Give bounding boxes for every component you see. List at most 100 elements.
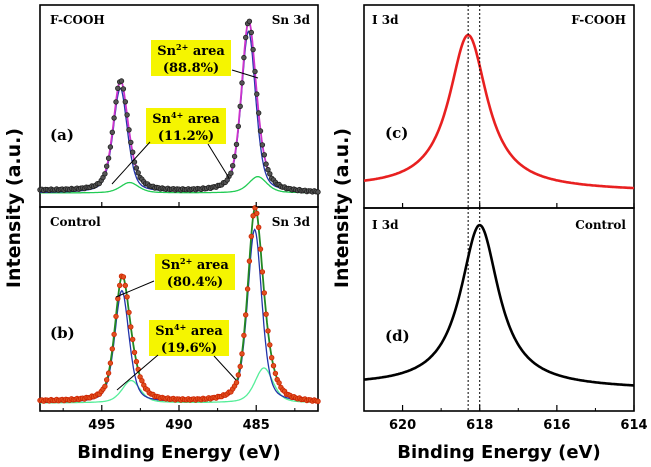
data-point [229, 162, 236, 169]
annotation-line1: Sn4+ area [155, 322, 223, 339]
panel-d-plot [363, 208, 634, 411]
data-point [256, 110, 262, 116]
data-point [237, 363, 243, 370]
data-point [124, 294, 130, 300]
data-point [105, 370, 112, 376]
leader-line-a-sn2 [231, 69, 259, 79]
data-point [129, 336, 136, 343]
data-point [120, 86, 127, 92]
data-point [113, 313, 119, 320]
data-point [246, 18, 253, 24]
leader-line-b-sn4-left [116, 354, 159, 391]
spectrum-line [363, 223, 634, 387]
data-point [107, 144, 114, 150]
data-point [237, 103, 243, 109]
data-point [131, 349, 138, 356]
panel-a-plot [37, 18, 321, 195]
panel-b-plot [37, 205, 321, 404]
data-point [126, 127, 132, 133]
data-point [126, 309, 132, 316]
data-point [256, 224, 262, 230]
data-point [122, 99, 128, 105]
data-point [263, 311, 269, 317]
panel-b-sample: Control [50, 215, 101, 229]
data-point [269, 355, 275, 361]
data-point [239, 80, 245, 86]
data-point [107, 360, 114, 366]
annotation-a-sn2: Sn2+ area (88.8%) [151, 40, 231, 76]
data-point [109, 346, 115, 352]
leader-line-b-sn2 [115, 280, 155, 298]
panel-a-frame [39, 4, 319, 208]
data-point [265, 328, 271, 334]
x-axis-label-right: Binding Energy (eV) [397, 442, 600, 463]
annotation-value: (80.4%) [167, 275, 223, 290]
data-point [315, 398, 321, 404]
data-point [233, 141, 240, 148]
spectrum-line [363, 33, 635, 190]
data-point [103, 377, 110, 383]
data-point [250, 213, 256, 219]
annotation-value: (19.6%) [161, 341, 217, 356]
annotation-line1: Sn2+ area [157, 42, 225, 59]
data-point [257, 246, 264, 252]
data-point [263, 161, 269, 167]
panel-c-sample: F-COOH [571, 13, 626, 27]
data-point [135, 170, 141, 176]
data-point [129, 149, 136, 155]
data-point [133, 358, 140, 365]
data-point [254, 91, 260, 97]
data-point [128, 139, 134, 146]
leader-line-a-sn4-right [207, 143, 230, 179]
x-tick-label: 614 [620, 418, 647, 433]
data-point [276, 380, 282, 386]
data-point [139, 378, 145, 384]
data-point [257, 128, 264, 134]
data-point [233, 379, 240, 386]
annotation-box [151, 40, 231, 76]
data-point [102, 383, 108, 390]
annotation-a-sn4: Sn4+ area (11.2%) [146, 108, 226, 144]
data-point [124, 112, 130, 118]
data-point [272, 370, 279, 377]
axis-ticks: 495 490 485 620 618 616 614 [62, 202, 648, 433]
panel-d-letter: (d) [385, 327, 410, 345]
data-point [241, 332, 247, 339]
data-point [235, 123, 241, 129]
data-point [254, 210, 260, 217]
data-point [120, 274, 127, 280]
data-point [248, 233, 254, 240]
annotation-line1: Sn2+ area [161, 256, 229, 273]
data-point [102, 171, 108, 177]
data-point [244, 286, 251, 292]
data-point [128, 324, 134, 330]
panel-c-letter: (c) [385, 124, 408, 142]
data-point [246, 258, 253, 264]
data-point [267, 171, 273, 177]
data-point [261, 290, 267, 296]
data-point [103, 163, 110, 169]
sn4-component-line [40, 176, 319, 194]
data-point [259, 142, 266, 148]
x-tick-label: 620 [389, 418, 416, 433]
data-point [235, 372, 241, 378]
panel-a-core: Sn 3d [272, 13, 311, 27]
panel-b-core: Sn 3d [272, 215, 311, 229]
data-point [113, 99, 119, 105]
panel-d-core: I 3d [372, 218, 399, 232]
data-point [252, 68, 258, 75]
y-axis-label-right: Intensity (a.u.) [331, 128, 353, 288]
leader-line-a-sn4-left [111, 141, 151, 185]
data-point [242, 312, 249, 318]
panel-d-sample: Control [575, 218, 626, 232]
annotation-b-sn2: Sn2+ area (80.4%) [155, 254, 235, 290]
data-point [109, 129, 115, 135]
data-point [239, 351, 245, 357]
x-tick-label: 618 [466, 418, 493, 433]
panel-a-letter: (a) [50, 126, 74, 144]
data-point [115, 85, 121, 91]
data-point [122, 282, 128, 289]
x-tick-label: 490 [165, 418, 192, 433]
panel-a-sample: F-COOH [50, 13, 105, 27]
